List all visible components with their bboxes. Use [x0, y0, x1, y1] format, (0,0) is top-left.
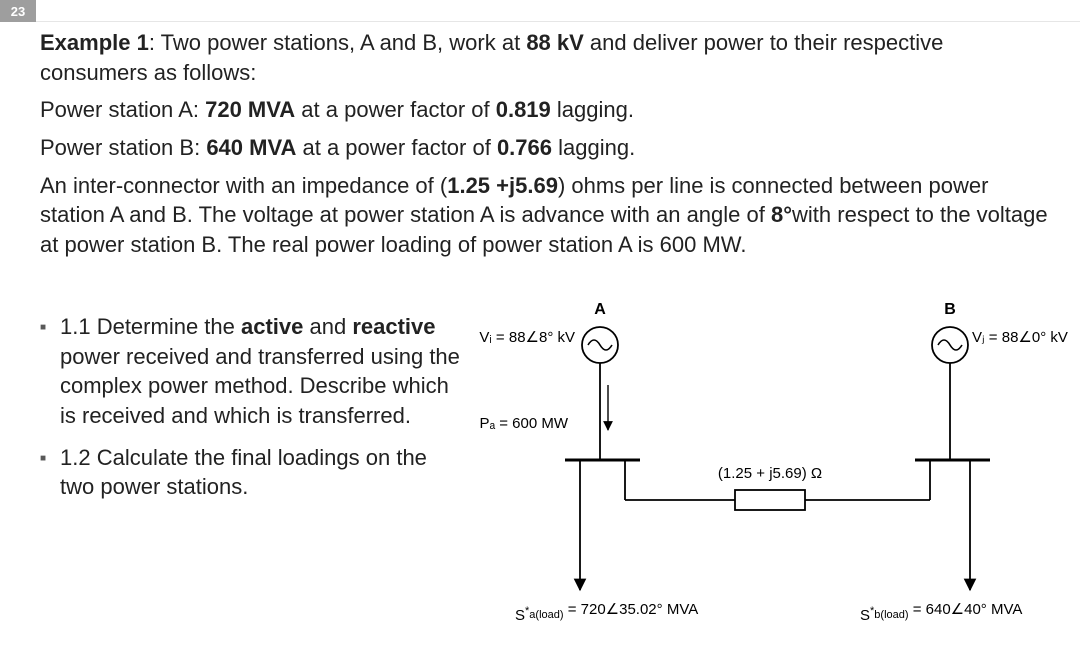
interconnector-line: An inter-connector with an impedance of …: [40, 171, 1048, 260]
vi-label: Vᵢ = 88∠8° kV: [479, 329, 575, 346]
sa-load-label: S*a(load) = 720∠35.02° MVA: [515, 601, 698, 624]
node-b-label: B: [944, 301, 956, 318]
lower-region: ■ 1.1 Determine the active and reactive …: [0, 300, 1080, 655]
header-rule: [36, 0, 1080, 22]
page-number-badge: 23: [0, 0, 36, 22]
sine-icon: [588, 340, 612, 350]
impedance-box: [735, 490, 805, 510]
circuit-diagram: A Vᵢ = 88∠8° kV B Vⱼ = 88∠0° kV Pₐ = 600…: [460, 300, 1080, 655]
circuit-svg: A Vᵢ = 88∠8° kV B Vⱼ = 88∠0° kV Pₐ = 600…: [460, 300, 1080, 655]
example-label: Example 1: [40, 30, 149, 55]
question-1-1: ■ 1.1 Determine the active and reactive …: [40, 312, 460, 431]
question-1-2: ■ 1.2 Calculate the final loadings on th…: [40, 443, 460, 502]
page-number: 23: [11, 4, 25, 19]
intro-line-1: Example 1: Two power stations, A and B, …: [40, 28, 1048, 87]
questions-block: ■ 1.1 Determine the active and reactive …: [0, 300, 460, 655]
pa-label: Pₐ = 600 MW: [479, 415, 568, 432]
station-a-line: Power station A: 720 MVA at a power fact…: [40, 95, 1048, 125]
bullet-icon: ■: [40, 312, 60, 431]
node-a-label: A: [594, 301, 606, 318]
sine-icon: [938, 340, 962, 350]
impedance-label: (1.25 + j5.69) Ω: [718, 465, 822, 482]
vj-label: Vⱼ = 88∠0° kV: [972, 329, 1068, 346]
slide-page: { "page_number": "23", "intro": { "examp…: [0, 0, 1080, 655]
sb-load-label: S*b(load) = 640∠40° MVA: [860, 601, 1022, 624]
station-b-line: Power station B: 640 MVA at a power fact…: [40, 133, 1048, 163]
problem-statement: Example 1: Two power stations, A and B, …: [40, 28, 1048, 268]
bullet-icon: ■: [40, 443, 60, 502]
